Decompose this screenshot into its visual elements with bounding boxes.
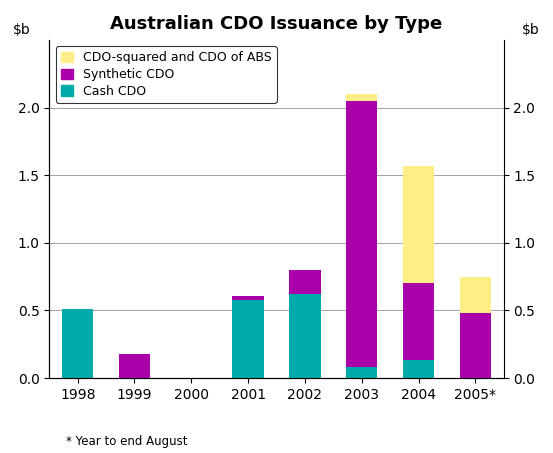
Bar bbox=[346, 367, 377, 378]
Bar bbox=[460, 313, 491, 378]
Bar bbox=[460, 277, 491, 313]
Title: Australian CDO Issuance by Type: Australian CDO Issuance by Type bbox=[111, 15, 442, 33]
Text: * Year to end August: * Year to end August bbox=[66, 435, 188, 448]
Bar bbox=[62, 309, 93, 378]
Text: $b: $b bbox=[13, 23, 30, 37]
Bar bbox=[232, 296, 264, 299]
Bar bbox=[346, 94, 377, 101]
Bar bbox=[346, 101, 377, 367]
Bar bbox=[403, 166, 434, 284]
Bar bbox=[232, 299, 264, 378]
Bar bbox=[403, 361, 434, 378]
Bar bbox=[119, 354, 150, 378]
Bar bbox=[403, 284, 434, 361]
Text: $b: $b bbox=[523, 23, 540, 37]
Legend: CDO-squared and CDO of ABS, Synthetic CDO, Cash CDO: CDO-squared and CDO of ABS, Synthetic CD… bbox=[55, 46, 277, 103]
Bar bbox=[289, 294, 321, 378]
Bar bbox=[289, 270, 321, 294]
